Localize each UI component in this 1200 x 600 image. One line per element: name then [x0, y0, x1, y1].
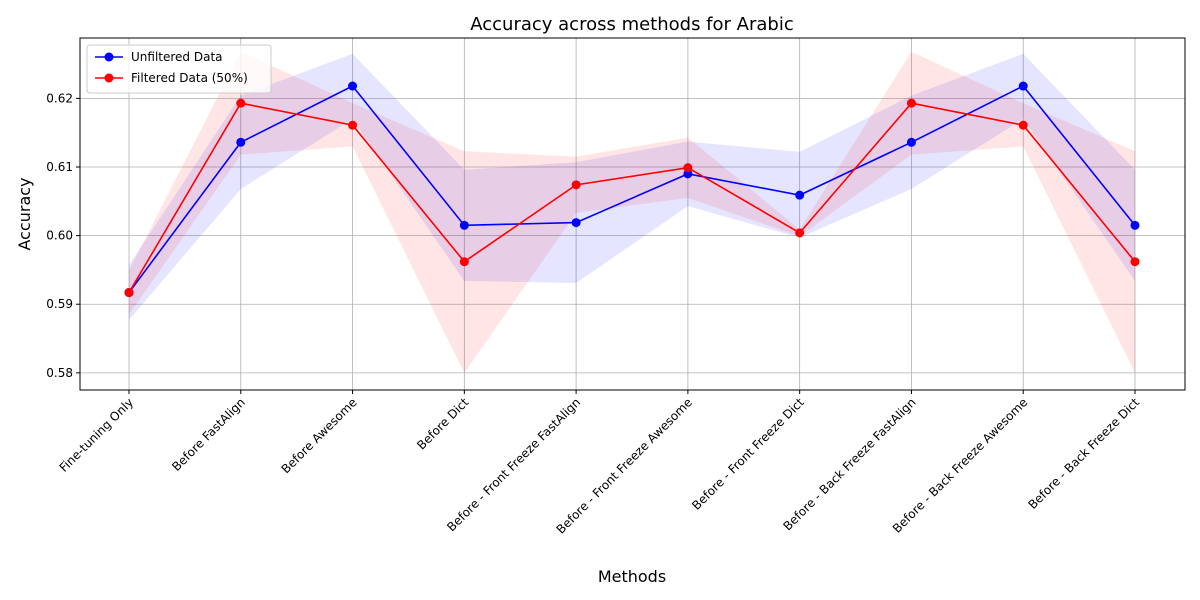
point-series-1: [1130, 257, 1140, 267]
point-series-1: [906, 98, 916, 108]
point-series-1: [683, 163, 693, 173]
series-points: [124, 81, 1140, 298]
band-series-1: [129, 51, 1135, 373]
legend: Unfiltered Data Filtered Data (50%): [86, 44, 272, 94]
x-axis-label: Methods: [598, 567, 666, 586]
legend-box: [86, 44, 272, 94]
legend-label: Unfiltered Data: [131, 50, 223, 64]
x-tick-label: Before - Front Freeze Awesome: [554, 395, 695, 536]
y-tick-label: 0.60: [46, 229, 73, 243]
legend-marker: [104, 73, 114, 83]
legend-label: Filtered Data (50%): [131, 71, 248, 85]
x-tick-label: Before - Front Freeze Dict: [689, 395, 807, 513]
x-tick-label: Before FastAlign: [169, 395, 248, 474]
plot-frame: [79, 37, 1186, 391]
point-series-0: [795, 190, 805, 200]
y-tick-label: 0.61: [46, 160, 73, 174]
y-axis-ticks: 0.58 0.59 0.60 0.61 0.62: [46, 91, 80, 380]
point-series-1: [124, 288, 134, 298]
x-tick-label: Before - Back Freeze FastAlign: [780, 395, 918, 533]
x-tick-label: Before Dict: [414, 395, 471, 452]
confidence-bands: [129, 51, 1135, 373]
point-series-0: [236, 137, 246, 147]
point-series-0: [1018, 81, 1028, 91]
chart-title: Accuracy across methods for Arabic: [470, 14, 793, 35]
x-tick-label: Before - Back Freeze Awesome: [890, 395, 1030, 535]
series-lines: [128, 85, 1136, 294]
x-axis-ticks: Fine-tuning Only Before FastAlign Before A…: [57, 390, 1142, 537]
point-series-1: [1018, 120, 1028, 130]
x-tick-label: Before - Front Freeze FastAlign: [444, 395, 583, 534]
point-series-0: [1130, 220, 1140, 230]
y-tick-label: 0.62: [46, 91, 73, 105]
y-tick-label: 0.58: [46, 366, 73, 380]
point-series-0: [571, 218, 581, 228]
x-tick-label: Before - Back Freeze Dict: [1025, 395, 1142, 512]
legend-marker: [104, 52, 114, 62]
line-series-1: [128, 102, 1136, 293]
point-series-1: [348, 120, 358, 130]
x-tick-label: Fine-tuning Only: [57, 395, 137, 475]
point-series-0: [683, 169, 693, 179]
y-tick-label: 0.59: [46, 297, 73, 311]
point-series-1: [795, 228, 805, 238]
point-series-0: [348, 81, 358, 91]
point-series-0: [459, 220, 469, 230]
y-axis-label: Accuracy: [15, 177, 34, 250]
point-series-1: [236, 98, 246, 108]
point-series-0: [906, 137, 916, 147]
point-series-1: [459, 257, 469, 267]
x-tick-label: Before Awesome: [279, 395, 360, 476]
grid: [80, 38, 1185, 390]
point-series-1: [571, 180, 581, 190]
